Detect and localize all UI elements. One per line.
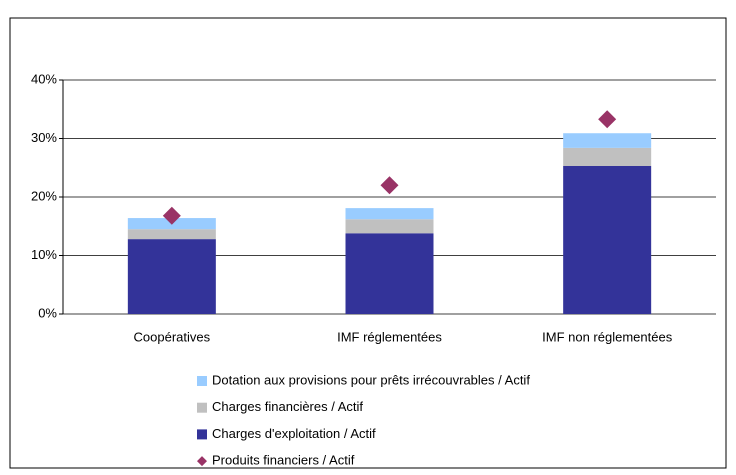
x-tick-label: IMF non réglementées xyxy=(542,329,673,344)
bar-segment xyxy=(127,229,216,240)
bar-segment xyxy=(563,165,652,314)
legend-label: Charges financières / Actif xyxy=(212,399,363,414)
legend-label: Produits financiers / Actif xyxy=(212,453,355,468)
x-tick-label: Coopératives xyxy=(134,329,211,344)
legend-label: Charges d'exploitation / Actif xyxy=(212,426,376,441)
legend-swatch xyxy=(197,402,207,413)
legend-swatch xyxy=(197,456,207,467)
bar-segment xyxy=(563,147,652,166)
legend-swatch xyxy=(197,429,207,440)
y-tick-label: 40% xyxy=(31,71,57,86)
bar-segment xyxy=(345,208,434,220)
y-tick-label: 10% xyxy=(31,247,57,262)
bar-segment xyxy=(345,233,434,314)
bar-segment xyxy=(345,219,434,234)
marker xyxy=(380,176,399,195)
bar-segment xyxy=(563,133,652,148)
x-tick-label: IMF réglementées xyxy=(337,329,442,344)
marker xyxy=(162,206,181,225)
y-tick-label: 20% xyxy=(31,188,57,203)
bar-segment xyxy=(127,239,216,314)
y-tick-label: 0% xyxy=(38,305,57,320)
legend-swatch xyxy=(197,376,207,386)
legend-label: Dotation aux provisions pour prêts irréc… xyxy=(212,372,530,387)
y-tick-label: 30% xyxy=(31,130,57,145)
marker xyxy=(598,110,617,129)
